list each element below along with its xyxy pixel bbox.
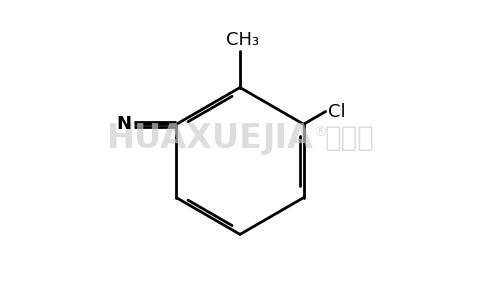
Text: N: N <box>117 115 132 133</box>
Text: ®: ® <box>313 126 327 140</box>
Text: 化学加: 化学加 <box>325 124 374 152</box>
Text: JIA: JIA <box>263 122 313 155</box>
Text: HUAXUE: HUAXUE <box>107 122 263 155</box>
Text: Cl: Cl <box>328 103 346 120</box>
Text: CH₃: CH₃ <box>226 31 259 49</box>
